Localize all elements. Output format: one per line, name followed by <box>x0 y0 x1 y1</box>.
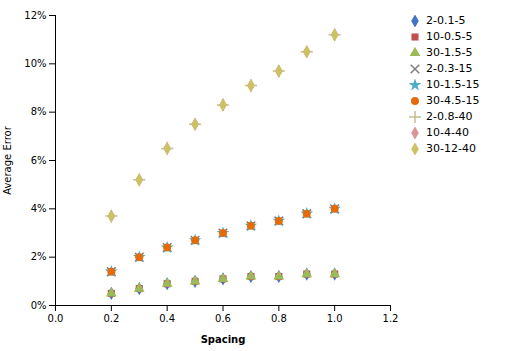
svg-text:0.0: 0.0 <box>48 313 64 324</box>
svg-text:12%: 12% <box>24 10 46 21</box>
svg-text:1.0: 1.0 <box>327 313 343 324</box>
html-text:30-12-40: 30-12-40 <box>426 142 476 155</box>
html-text:30-1.5-5: 30-1.5-5 <box>426 46 473 59</box>
html-text:10-4-40: 10-4-40 <box>426 126 469 139</box>
html-text:2-0.8-40: 2-0.8-40 <box>426 110 473 123</box>
html-text:2-0.3-15: 2-0.3-15 <box>426 62 473 75</box>
svg-text:6%: 6% <box>31 155 47 166</box>
svg-text:8%: 8% <box>31 106 47 117</box>
svg-text:0.6: 0.6 <box>215 313 231 324</box>
svg-text:2%: 2% <box>31 251 47 262</box>
svg-text:Average Error: Average Error <box>2 125 13 195</box>
svg-text:0.8: 0.8 <box>271 313 287 324</box>
svg-text:0.2: 0.2 <box>103 313 119 324</box>
svg-text:0.4: 0.4 <box>159 313 175 324</box>
html-text:10-0.5-5: 10-0.5-5 <box>426 30 473 43</box>
html-text:2-0.1-5: 2-0.1-5 <box>426 14 466 27</box>
html-text:10-1.5-15: 10-1.5-15 <box>426 78 480 91</box>
svg-text:0%: 0% <box>31 300 47 311</box>
svg-text:10%: 10% <box>24 58 46 69</box>
html-text:30-4.5-15: 30-4.5-15 <box>426 94 480 107</box>
svg-text:1.2: 1.2 <box>383 313 399 324</box>
svg-text:Spacing: Spacing <box>201 334 246 345</box>
svg-text:4%: 4% <box>31 203 47 214</box>
